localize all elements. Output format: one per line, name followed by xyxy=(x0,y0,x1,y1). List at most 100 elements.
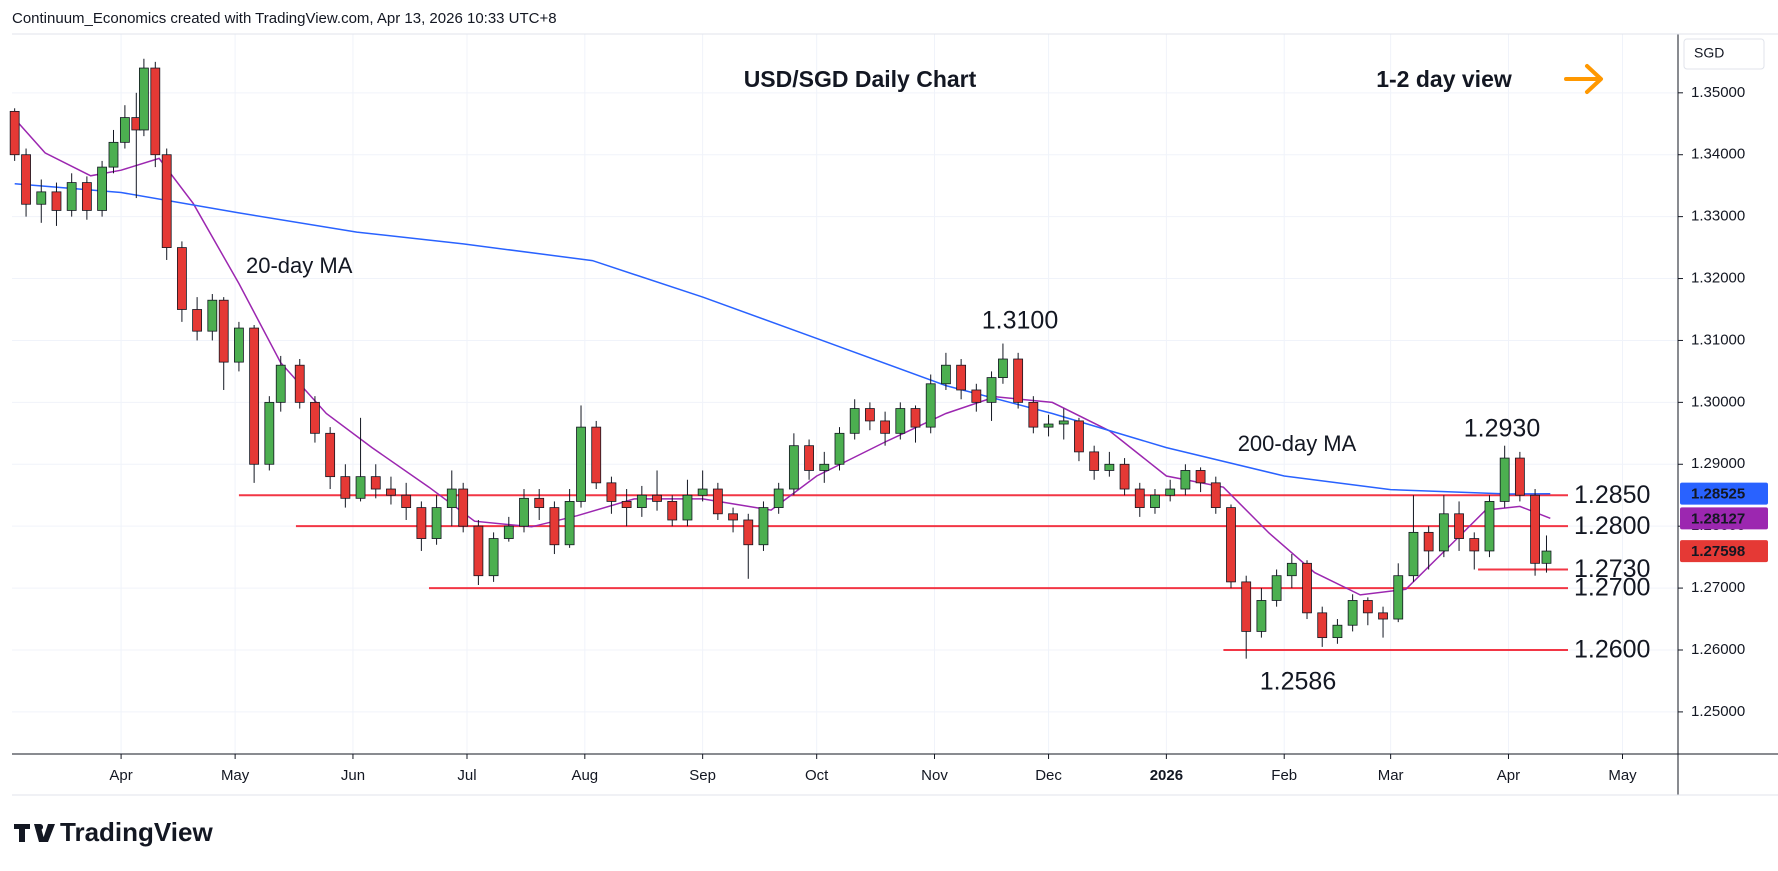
candle-body xyxy=(849,408,860,434)
candle-body xyxy=(249,327,260,465)
y-tick-label: 1.35000 xyxy=(1691,84,1745,101)
candle-body xyxy=(21,154,31,205)
candle-body xyxy=(606,482,617,502)
y-tick-label: 1.34000 xyxy=(1691,146,1745,163)
candle-body xyxy=(1150,494,1160,509)
y-tick-label: 1.33000 xyxy=(1691,208,1745,225)
candle-body xyxy=(1074,420,1084,453)
candle-body xyxy=(218,299,229,363)
attribution: Continuum_Economics created with Trading… xyxy=(12,10,557,27)
candle-body xyxy=(1104,463,1115,471)
candle-body xyxy=(1256,600,1267,632)
candle-body xyxy=(728,513,738,521)
candle-body xyxy=(956,364,967,391)
candle-body xyxy=(1423,531,1434,552)
candle-body xyxy=(1058,420,1069,425)
price-tag-label: 1.28525 xyxy=(1691,486,1745,503)
candle-body xyxy=(416,507,427,539)
candle-body xyxy=(234,327,244,363)
x-tick-label: May xyxy=(1608,767,1637,784)
candle-body xyxy=(9,110,20,156)
candle-body xyxy=(431,507,442,539)
candle-body xyxy=(294,364,305,403)
x-tick-label: Apr xyxy=(109,767,132,784)
candle-body xyxy=(1393,575,1404,620)
price-tags: 1.28525 1.28127 1.27598 xyxy=(1680,482,1768,563)
candle-body xyxy=(1210,482,1221,509)
candle-body xyxy=(119,117,130,143)
candle-body xyxy=(682,494,693,521)
annotation: 1.2930 xyxy=(1464,415,1540,443)
x-tick-label: Dec xyxy=(1035,767,1062,784)
candle-body xyxy=(1271,575,1282,601)
candle-body xyxy=(1195,470,1206,484)
y-tick-label: 1.30000 xyxy=(1691,393,1745,410)
candle-body xyxy=(36,191,47,205)
candle-body xyxy=(340,476,351,499)
candle-body xyxy=(941,364,951,385)
candle-body xyxy=(591,426,602,484)
annotation: 200-day MA xyxy=(1238,431,1357,456)
candle-body xyxy=(758,507,769,546)
candles xyxy=(9,58,1552,659)
annotation: 20-day MA xyxy=(246,253,353,278)
y-tick-label: 1.29000 xyxy=(1691,455,1745,472)
x-tick-label: Apr xyxy=(1497,767,1520,784)
candle-body xyxy=(1043,423,1054,428)
x-tick-label: Feb xyxy=(1271,767,1297,784)
annotations: 1.3100 1.2930 1.2586 20-day MA 200-day MA xyxy=(246,253,1540,696)
x-tick-label: May xyxy=(221,767,250,784)
candle-body xyxy=(1514,457,1525,496)
candle-body xyxy=(1241,581,1252,632)
y-tick-label: 1.26000 xyxy=(1691,641,1745,658)
chart-subtitle: 1-2 day view xyxy=(1376,66,1512,92)
price-tag-label: 1.28127 xyxy=(1691,510,1745,527)
x-tick-label: Jul xyxy=(457,767,476,784)
candle-body xyxy=(519,497,529,527)
candle-body xyxy=(177,247,187,310)
candle-body xyxy=(910,408,921,428)
candle-body xyxy=(275,364,286,403)
candle-body xyxy=(697,488,708,496)
candle-body xyxy=(925,383,936,428)
x-tick-label: Mar xyxy=(1378,767,1404,784)
x-tick-label: Nov xyxy=(921,767,948,784)
candle-body xyxy=(564,501,575,546)
candle-body xyxy=(834,432,845,465)
y-tick-label: 1.27000 xyxy=(1691,579,1745,596)
candle-body xyxy=(370,476,381,490)
candle-body xyxy=(1499,457,1510,502)
candle-body xyxy=(310,401,320,434)
candle-body xyxy=(488,538,499,577)
candle-body xyxy=(576,426,586,502)
candle-body xyxy=(1317,612,1328,639)
candle-body xyxy=(1484,501,1495,552)
candle-body xyxy=(355,476,366,499)
annotation: 1.3100 xyxy=(982,307,1058,335)
moving-averages xyxy=(14,118,1551,596)
candle-body xyxy=(880,420,891,434)
candle-body xyxy=(192,309,203,332)
x-tick-label: Jun xyxy=(341,767,365,784)
candle-body xyxy=(264,401,275,465)
candle-body xyxy=(636,494,647,509)
candle-body xyxy=(150,67,161,156)
candle-body xyxy=(1134,488,1145,509)
price-tag-label: 1.27598 xyxy=(1691,543,1745,560)
candle-body xyxy=(804,445,814,471)
price-tag xyxy=(1680,540,1768,563)
candle-body xyxy=(1119,463,1130,490)
candle-body xyxy=(998,358,1008,378)
candle-body xyxy=(108,141,119,168)
candle-body xyxy=(1454,513,1464,539)
candle-body xyxy=(864,408,875,422)
candle-body xyxy=(1530,494,1540,564)
ma-line xyxy=(14,118,1551,596)
candle-body xyxy=(1226,507,1236,583)
candle-body xyxy=(503,525,514,539)
candle-body xyxy=(325,432,336,478)
candle-body xyxy=(819,463,830,471)
